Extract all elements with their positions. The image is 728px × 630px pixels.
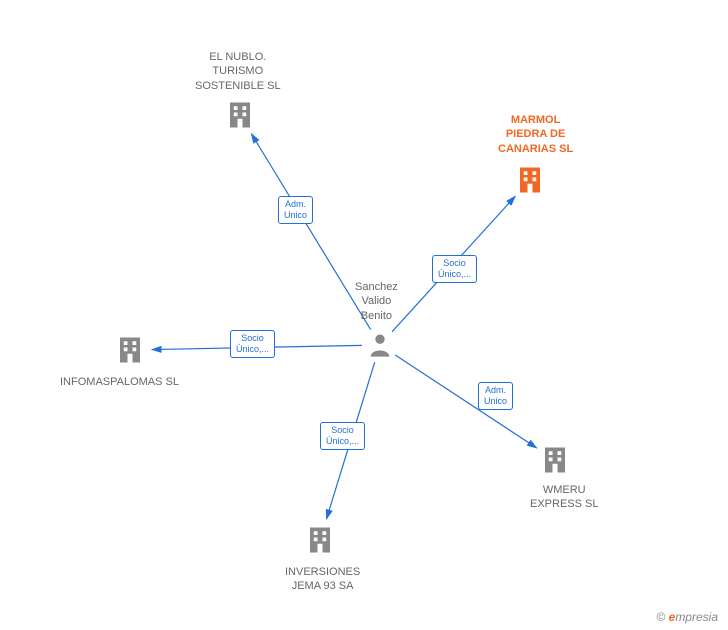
edge-label: Socio Único,... (230, 330, 275, 358)
company-label: MARMOL PIEDRA DE CANARIAS SL (498, 113, 573, 156)
edge-line (251, 134, 370, 330)
person-icon (366, 331, 394, 359)
building-icon (540, 445, 570, 475)
edge-label: Adm. Unico (478, 382, 513, 410)
edge-label: Socio Único,... (432, 255, 477, 283)
edge-label: Adm. Unico (278, 196, 313, 224)
building-icon (305, 525, 335, 555)
brand-rest: mpresia (675, 610, 718, 624)
building-icon (115, 335, 145, 365)
company-label: INVERSIONES JEMA 93 SA (285, 565, 360, 594)
edge-line (395, 355, 537, 448)
company-label: INFOMASPALOMAS SL (60, 375, 179, 389)
company-label: WMERU EXPRESS SL (530, 483, 598, 512)
building-icon (515, 165, 545, 195)
footer-copyright: © empresia (656, 610, 718, 624)
person-label: Sanchez Valido Benito (355, 280, 398, 323)
edge-label: Socio Único,... (320, 422, 365, 450)
company-label: EL NUBLO. TURISMO SOSTENIBLE SL (195, 50, 281, 93)
building-icon (225, 100, 255, 130)
copyright-symbol: © (656, 610, 665, 624)
